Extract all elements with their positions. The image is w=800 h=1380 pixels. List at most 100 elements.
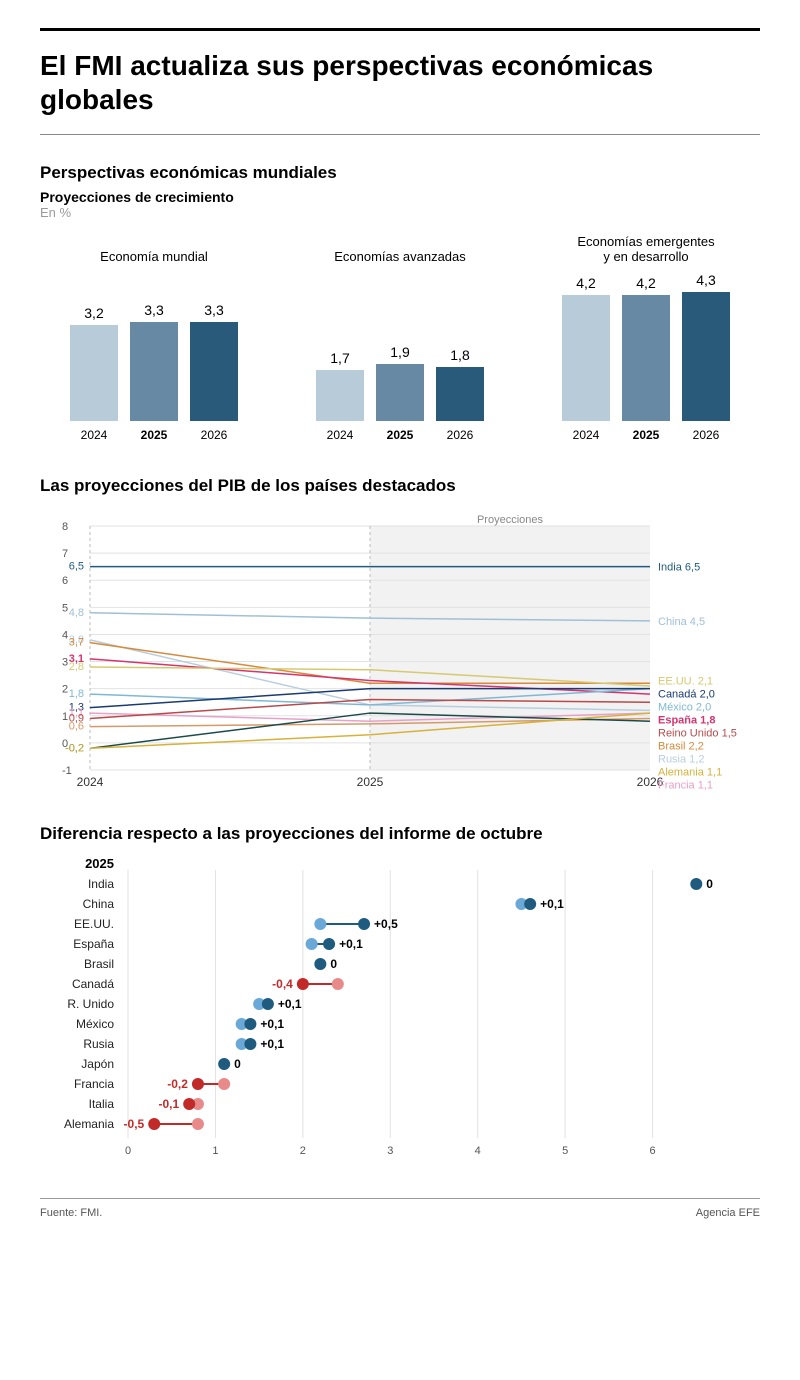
diff-value-label: +0,5 (374, 917, 398, 931)
diff-country-label: Canadá (72, 977, 114, 991)
x-tick: 3 (387, 1145, 393, 1157)
diff-value-label: +0,1 (278, 997, 302, 1011)
gdp-heading: Las proyecciones del PIB de los países d… (40, 476, 760, 496)
bar-value-label: 1,7 (330, 350, 349, 366)
diff-value-label: 0 (234, 1057, 241, 1071)
series-left-value: 4,8 (69, 607, 84, 619)
diff-dot-old (192, 1118, 204, 1130)
x-tick: 2 (300, 1145, 306, 1157)
bar-group-title: Economía mundial (40, 234, 268, 264)
bar-year-label: 2025 (130, 428, 178, 442)
bar-year-label: 2026 (436, 428, 484, 442)
bar-group-title: Economías avanzadas (286, 234, 514, 264)
y-tick: 7 (62, 548, 68, 560)
footer-source: Fuente: FMI. (40, 1207, 102, 1219)
bar-year-label: 2024 (70, 428, 118, 442)
diff-dot-new (297, 978, 309, 990)
bar-value-label: 4,3 (696, 272, 715, 288)
diff-dot (314, 958, 326, 970)
series-left-value: 6,5 (69, 561, 84, 573)
bar (70, 325, 118, 421)
diff-dot-new (323, 938, 335, 950)
bar (622, 295, 670, 421)
diff-dot-new (244, 1038, 256, 1050)
series-right-label: España 1,8 (658, 715, 715, 727)
diff-value-label: -0,2 (167, 1077, 188, 1091)
bar-year-label: 2026 (190, 428, 238, 442)
series-right-label: India 6,5 (658, 562, 700, 574)
series-right-label: China 4,5 (658, 616, 705, 628)
x-tick: 5 (562, 1145, 568, 1157)
diff-heading: Diferencia respecto a las proyecciones d… (40, 824, 760, 844)
bar-group: Economía mundial3,23,33,3202420252026 (40, 234, 268, 442)
bar (316, 370, 364, 421)
world-heading: Perspectivas económicas mundiales (40, 163, 760, 183)
bar-year-label: 2025 (376, 428, 424, 442)
diff-value-label: 0 (706, 877, 713, 891)
y-tick: 2 (62, 684, 68, 696)
diff-year-label: 2025 (85, 856, 114, 871)
x-tick: 4 (475, 1145, 481, 1157)
bar (682, 292, 730, 421)
bar (190, 322, 238, 421)
projections-label: Proyecciones (477, 514, 544, 526)
diff-value-label: +0,1 (260, 1037, 284, 1051)
series-left-value: 1,8 (69, 688, 84, 700)
diff-dot-new (262, 998, 274, 1010)
y-tick: 6 (62, 575, 68, 587)
series-right-label: Reino Unido 1,5 (658, 728, 737, 740)
series-left-value: 0,6 (69, 721, 84, 733)
diff-country-label: México (76, 1017, 114, 1031)
diff-country-label: Italia (89, 1097, 115, 1111)
diff-value-label: -0,5 (124, 1117, 145, 1131)
bar-group-title: Economías emergentesy en desarrollo (532, 234, 760, 264)
series-right-label: Rusia 1,2 (658, 754, 704, 766)
diff-country-label: España (73, 937, 114, 951)
diff-dot-new (244, 1018, 256, 1030)
diff-country-label: R. Unido (67, 997, 114, 1011)
diff-dot-new (183, 1098, 195, 1110)
diff-country-label: China (83, 897, 115, 911)
bar (436, 367, 484, 421)
bar-group: Economías emergentesy en desarrollo 4,2 4,… (532, 234, 760, 442)
world-sub-bold: Proyecciones de crecimiento (40, 189, 760, 205)
bar-group: Economías avanzadas1,71,91,8202420252026 (286, 234, 514, 442)
diff-dot-old (306, 938, 318, 950)
bar-value-label: 3,3 (144, 302, 163, 318)
bar-value-label: 1,9 (390, 344, 409, 360)
diff-country-label: Brasil (84, 957, 114, 971)
bar-year-label: 2026 (682, 428, 730, 442)
diff-dot-new (192, 1078, 204, 1090)
diff-country-label: Japón (81, 1057, 114, 1071)
gdp-line-chart: Proyecciones-1012345678202420252026India… (40, 510, 760, 790)
series-right-label: Canadá 2,0 (658, 689, 715, 701)
x-tick: 0 (125, 1145, 131, 1157)
diff-value-label: -0,1 (159, 1097, 180, 1111)
world-sub-grey: En % (40, 205, 760, 220)
series-left-value: -0,2 (65, 742, 84, 754)
diff-value-label: +0,1 (540, 897, 564, 911)
bar-value-label: 4,2 (636, 275, 655, 291)
bar (376, 364, 424, 421)
diff-dot (690, 878, 702, 890)
series-right-label: EE.UU. 2,1 (658, 676, 713, 688)
diff-dot-old (314, 918, 326, 930)
diff-dot (218, 1058, 230, 1070)
series-left-value: 3,7 (69, 637, 84, 649)
diff-country-label: EE.UU. (74, 917, 114, 931)
page-title: El FMI actualiza sus perspectivas económ… (40, 49, 760, 116)
bar (130, 322, 178, 421)
diff-value-label: -0,4 (272, 977, 293, 991)
bar-chart-panel: Economía mundial3,23,33,3202420252026Eco… (40, 234, 760, 442)
y-tick: 4 (62, 630, 68, 642)
bar-value-label: 3,2 (84, 305, 103, 321)
y-tick: -1 (62, 765, 72, 777)
diff-dot-new (148, 1118, 160, 1130)
diff-value-label: 0 (330, 957, 337, 971)
y-tick: 8 (62, 521, 68, 533)
y-tick: 3 (62, 657, 68, 669)
diff-dumbbell-chart: 20250123456India0China+0,1EE.UU.+0,5Espa… (40, 856, 760, 1168)
diff-country-label: Alemania (64, 1117, 114, 1131)
diff-value-label: +0,1 (339, 937, 363, 951)
y-tick: 1 (62, 711, 68, 723)
